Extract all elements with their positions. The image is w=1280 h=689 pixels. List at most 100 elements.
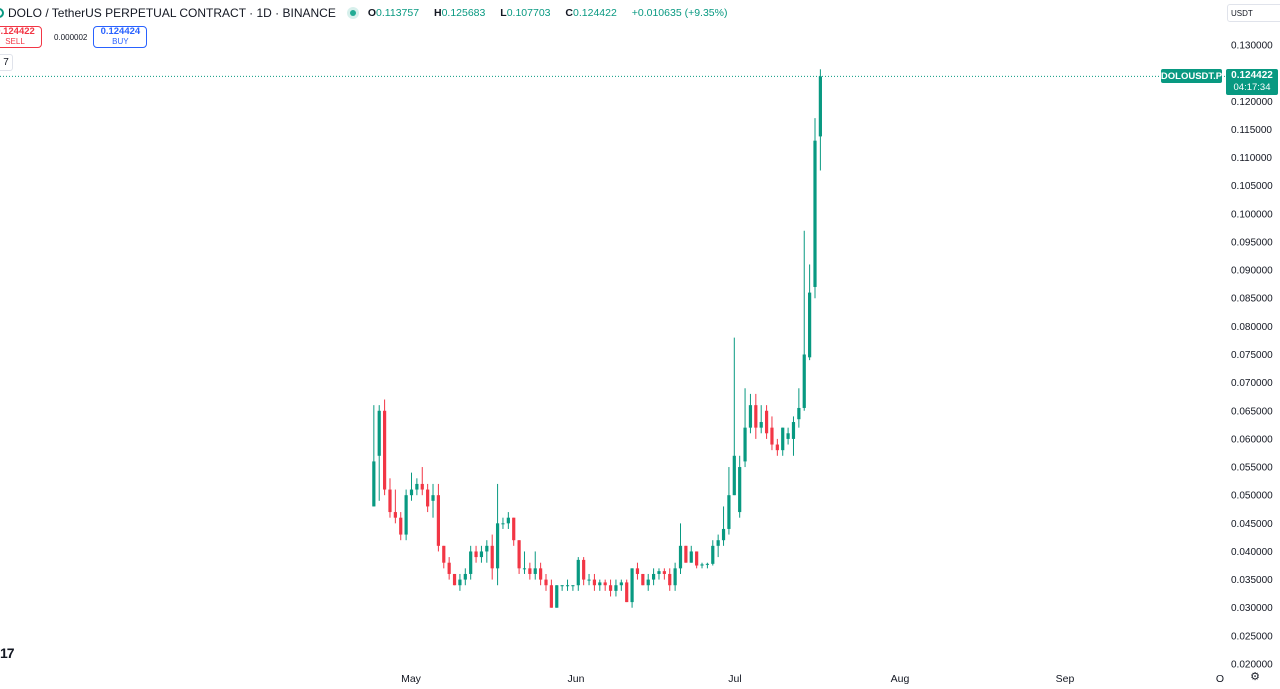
- tradingview-logo[interactable]: 17: [0, 645, 15, 661]
- time-tick-label: Jun: [568, 673, 585, 685]
- candle: [490, 534, 494, 580]
- price-tick-label: 0.070000: [1231, 378, 1273, 389]
- candle: [759, 405, 763, 434]
- time-tick-label: Aug: [891, 673, 910, 685]
- candle-body: [775, 444, 779, 451]
- candle: [705, 562, 709, 569]
- candle-body: [770, 427, 774, 445]
- settings-gear-icon[interactable]: ⚙: [1250, 671, 1260, 683]
- time-tick-label: O: [1216, 673, 1224, 685]
- candle-body: [431, 495, 435, 501]
- candle: [673, 562, 677, 591]
- candle-body: [576, 559, 580, 586]
- candle: [721, 506, 726, 546]
- candle: [738, 455, 742, 518]
- candle-body: [409, 489, 414, 496]
- candle: [533, 551, 537, 580]
- candle: [592, 573, 597, 591]
- candle: [501, 517, 505, 529]
- close-label: C: [565, 7, 574, 19]
- candle: [452, 573, 457, 586]
- candle-body: [764, 410, 769, 434]
- candle: [431, 483, 435, 518]
- price-tick-label: 0.095000: [1231, 237, 1273, 248]
- candle: [485, 540, 489, 563]
- symbol-logo-icon[interactable]: [0, 8, 4, 18]
- candle-body: [555, 585, 559, 608]
- candle-body: [533, 568, 537, 574]
- candle-body: [695, 551, 699, 566]
- price-tick-label: 0.115000: [1231, 125, 1272, 136]
- price-tick-label: 0.055000: [1231, 463, 1273, 474]
- candle: [786, 427, 790, 445]
- trade-buttons: 0.124422 SELL 0.000002 0.124424 BUY: [0, 25, 148, 49]
- candle: [436, 483, 440, 552]
- bar-countdown: 04:17:34: [1233, 82, 1271, 93]
- candle-body: [512, 517, 516, 541]
- candle-body: [614, 585, 618, 591]
- candle-body: [490, 545, 494, 569]
- candle-body: [404, 495, 408, 535]
- price-tick-label: 0.020000: [1231, 660, 1273, 671]
- candle: [754, 393, 758, 439]
- candle-body: [452, 573, 457, 586]
- candle: [635, 562, 640, 580]
- candle: [598, 579, 602, 591]
- price-tick-label: 0.130000: [1231, 41, 1273, 52]
- candle: [409, 472, 414, 501]
- candle-body: [479, 551, 484, 558]
- candle-body: [781, 427, 785, 451]
- candle-body: [383, 410, 387, 490]
- price-axis[interactable]: 0.1300000.1250000.1200000.1150000.110000…: [1231, 41, 1273, 671]
- low-label: L: [500, 7, 507, 19]
- buy-button[interactable]: 0.124424 BUY: [93, 26, 148, 48]
- chart-header: DOLO / TetherUS PERPETUAL CONTRACT · 1D …: [0, 4, 733, 22]
- price-tick-label: 0.040000: [1231, 547, 1273, 558]
- candle-body: [522, 568, 527, 570]
- sell-label: SELL: [5, 37, 25, 46]
- price-tick-label: 0.065000: [1231, 406, 1273, 417]
- candle-body: [635, 568, 640, 574]
- candle-body: [399, 517, 403, 535]
- candle-body: [689, 551, 693, 563]
- candle: [748, 393, 753, 434]
- candle: [684, 545, 688, 563]
- candle: [802, 230, 806, 411]
- candle-body: [469, 551, 473, 574]
- candle-body: [506, 517, 510, 524]
- sell-button[interactable]: 0.124422 SELL: [0, 26, 42, 48]
- candle-body: [485, 545, 489, 552]
- candle: [781, 427, 785, 456]
- candle: [791, 416, 796, 456]
- candle-body: [592, 579, 597, 586]
- candle: [571, 585, 575, 591]
- candle-body: [732, 455, 736, 496]
- candle: [689, 545, 693, 563]
- candle-body: [501, 523, 505, 525]
- candle: [404, 489, 408, 541]
- candle: [608, 579, 613, 597]
- time-tick-label: Jul: [728, 673, 741, 685]
- candle-body: [393, 512, 397, 518]
- candle-body: [813, 140, 817, 287]
- indicators-toggle-button[interactable]: 7: [0, 54, 13, 71]
- currency-select[interactable]: USDT: [1227, 4, 1280, 22]
- candle-body: [447, 562, 451, 574]
- candle-body: [668, 573, 672, 586]
- candle: [495, 483, 500, 586]
- candle-body: [544, 579, 548, 586]
- candle-body: [565, 585, 570, 587]
- candle-body: [652, 573, 656, 580]
- candle: [587, 573, 591, 586]
- candle: [474, 545, 478, 563]
- candle: [582, 557, 586, 586]
- candle-body: [463, 573, 467, 580]
- candle: [625, 579, 629, 603]
- candle-body: [818, 76, 822, 137]
- time-axis[interactable]: May Jun Jul Aug Sep O: [401, 673, 1224, 685]
- candle: [797, 388, 801, 428]
- symbol-title[interactable]: DOLO / TetherUS PERPETUAL CONTRACT · 1D …: [8, 6, 336, 20]
- candle: [743, 388, 747, 468]
- candle-body: [802, 354, 806, 408]
